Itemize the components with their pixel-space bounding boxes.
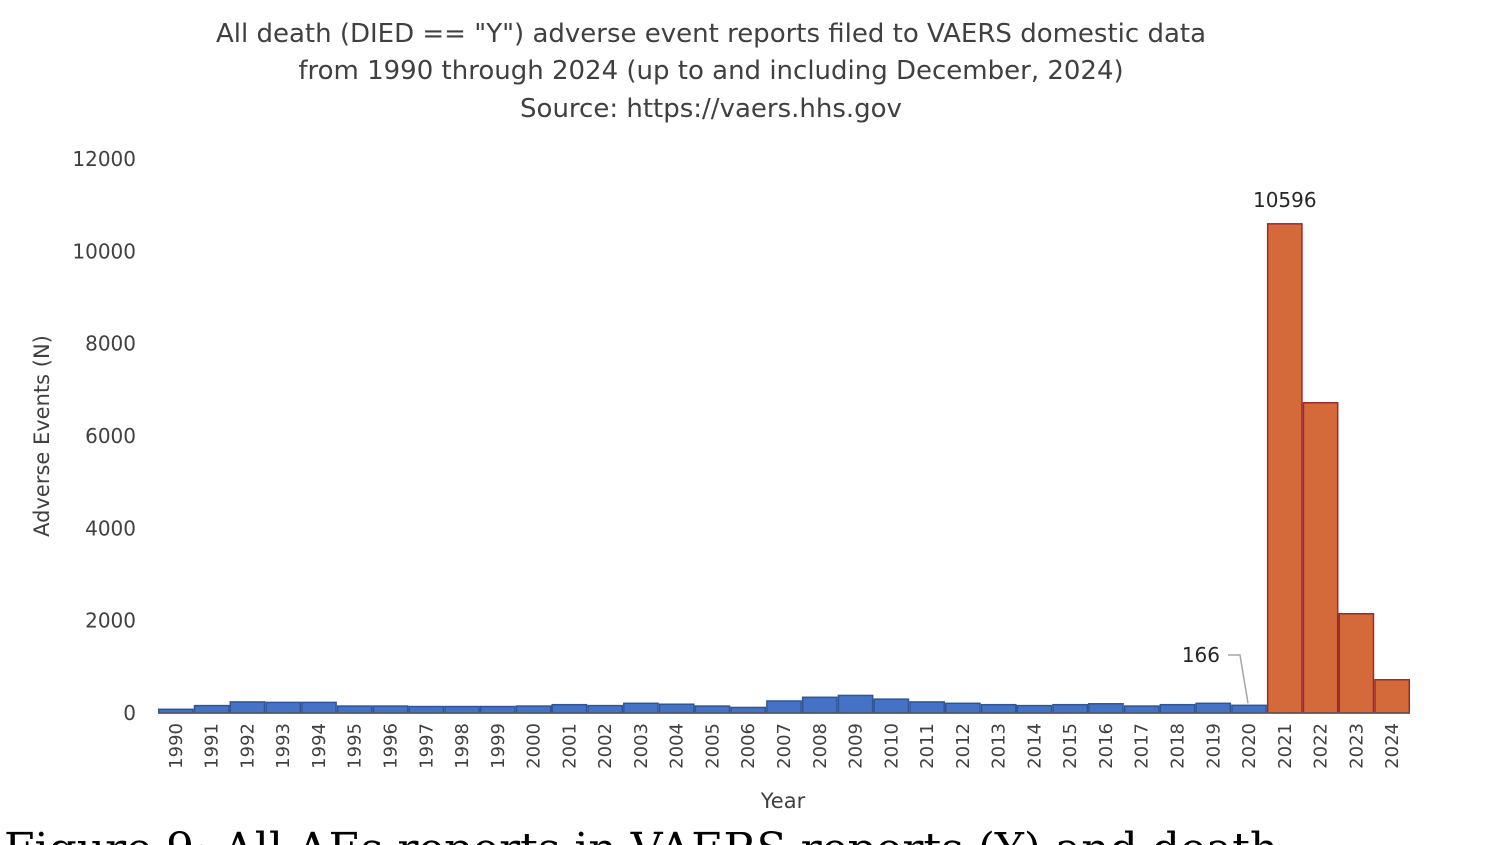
bar-2018: [1159, 703, 1196, 714]
bar-1996: [372, 705, 409, 714]
bar-2004: [658, 703, 695, 714]
bar-2021: [1266, 223, 1303, 714]
bar-2003: [623, 702, 659, 714]
bar-2023: [1338, 612, 1375, 714]
y-tick-labels: 0 2000 4000 6000 8000 10000 12000: [72, 147, 136, 725]
y-tick-label: 6000: [85, 424, 136, 448]
callout-line: [1228, 654, 1249, 704]
x-tick-label: 2014: [1024, 723, 1045, 769]
x-tick-label: 2018: [1167, 723, 1188, 769]
chart-title-line-2: from 1990 through 2024 (up to and includ…: [298, 56, 1123, 86]
bar-1994: [301, 701, 337, 714]
x-tick-label: 2017: [1132, 723, 1153, 769]
y-tick-label: 0: [123, 701, 136, 725]
figure-caption: Figure 9: All AEs reports in VAERS repor…: [4, 824, 1320, 845]
data-label-2021: 10596: [1253, 188, 1317, 212]
x-tick-label: 2000: [524, 723, 545, 769]
y-tick-label: 10000: [72, 239, 136, 263]
x-tick-label: 1994: [309, 723, 330, 769]
x-tick-label: 2003: [631, 723, 652, 769]
bar-2005: [694, 705, 731, 714]
chart-title-line-3: Source: https://vaers.hhs.gov: [520, 94, 902, 124]
bar-2000: [515, 705, 552, 714]
y-tick-label: 12000: [72, 147, 136, 171]
bar-2014: [1016, 704, 1053, 714]
y-tick-label: 8000: [85, 332, 136, 356]
y-tick-label: 4000: [85, 516, 136, 540]
x-tick-label: 1990: [166, 723, 187, 769]
bar-2022: [1302, 402, 1339, 714]
bar-2011: [909, 701, 945, 714]
bar-2009: [837, 694, 874, 714]
bar-2016: [1088, 703, 1124, 714]
x-tick-label: 2011: [917, 723, 938, 769]
bar-2019: [1195, 702, 1232, 714]
x-tick-label: 1999: [488, 723, 509, 769]
bar-1997: [408, 705, 445, 714]
x-tick-label: 2010: [881, 723, 902, 769]
bar-1998: [444, 705, 480, 714]
x-tick-label: 2008: [810, 723, 831, 769]
x-tick-label: 1998: [452, 723, 473, 769]
x-tick-label: 1992: [237, 723, 258, 769]
bar-1999: [479, 705, 516, 714]
bar-1995: [336, 705, 373, 714]
bar-2007: [766, 700, 802, 714]
bar-1993: [265, 701, 302, 714]
x-tick-label: 2006: [738, 723, 759, 769]
x-axis-label: Year: [760, 789, 806, 813]
bar-1992: [229, 701, 266, 714]
x-tick-label: 2024: [1382, 723, 1403, 769]
x-tick-labels: 1990 1991 1992 1993 1994 1995 1996 1997 1998 1999…: [166, 723, 1403, 769]
x-tick-label: 2021: [1275, 723, 1296, 769]
bars: [158, 223, 1410, 714]
bar-2008: [801, 696, 838, 714]
bar-2015: [1052, 703, 1089, 714]
data-label-2020: 166: [1182, 643, 1220, 667]
x-tick-label: 2001: [559, 723, 580, 769]
x-tick-label: 2005: [702, 723, 723, 769]
bar-1991: [193, 704, 230, 714]
bar-2010: [873, 698, 910, 714]
x-tick-label: 1993: [273, 723, 294, 769]
x-tick-label: 2013: [989, 723, 1010, 769]
y-axis-label: Adverse Events (N): [30, 335, 54, 537]
bar-2001: [551, 703, 588, 714]
x-tick-label: 2016: [1096, 723, 1117, 769]
x-tick-label: 2002: [595, 723, 616, 769]
x-tick-label: 1996: [381, 723, 402, 769]
bar-2006: [730, 706, 767, 714]
x-tick-label: 2019: [1203, 723, 1224, 769]
x-tick-label: 2022: [1311, 723, 1332, 769]
bar-2017: [1123, 705, 1160, 714]
x-tick-label: 2009: [846, 723, 867, 769]
bar-2012: [944, 702, 981, 714]
bar-2013: [980, 703, 1017, 714]
x-tick-label: 2023: [1346, 723, 1367, 769]
x-tick-label: 2020: [1239, 723, 1260, 769]
x-tick-label: 2015: [1060, 723, 1081, 769]
x-tick-label: 2004: [667, 723, 688, 769]
chart-title-line-1: All death (DIED == "Y") adverse event re…: [216, 19, 1206, 49]
x-tick-label: 2012: [953, 723, 974, 769]
bar-2024: [1374, 679, 1410, 714]
x-tick-label: 1997: [416, 723, 437, 769]
y-tick-label: 2000: [85, 609, 136, 633]
bar-2002: [587, 704, 624, 714]
bar-2020: [1231, 704, 1267, 714]
x-tick-label: 2007: [774, 723, 795, 769]
x-tick-label: 1991: [202, 723, 223, 769]
x-tick-label: 1995: [345, 723, 366, 769]
data-labels: 10596 166: [1182, 188, 1317, 704]
